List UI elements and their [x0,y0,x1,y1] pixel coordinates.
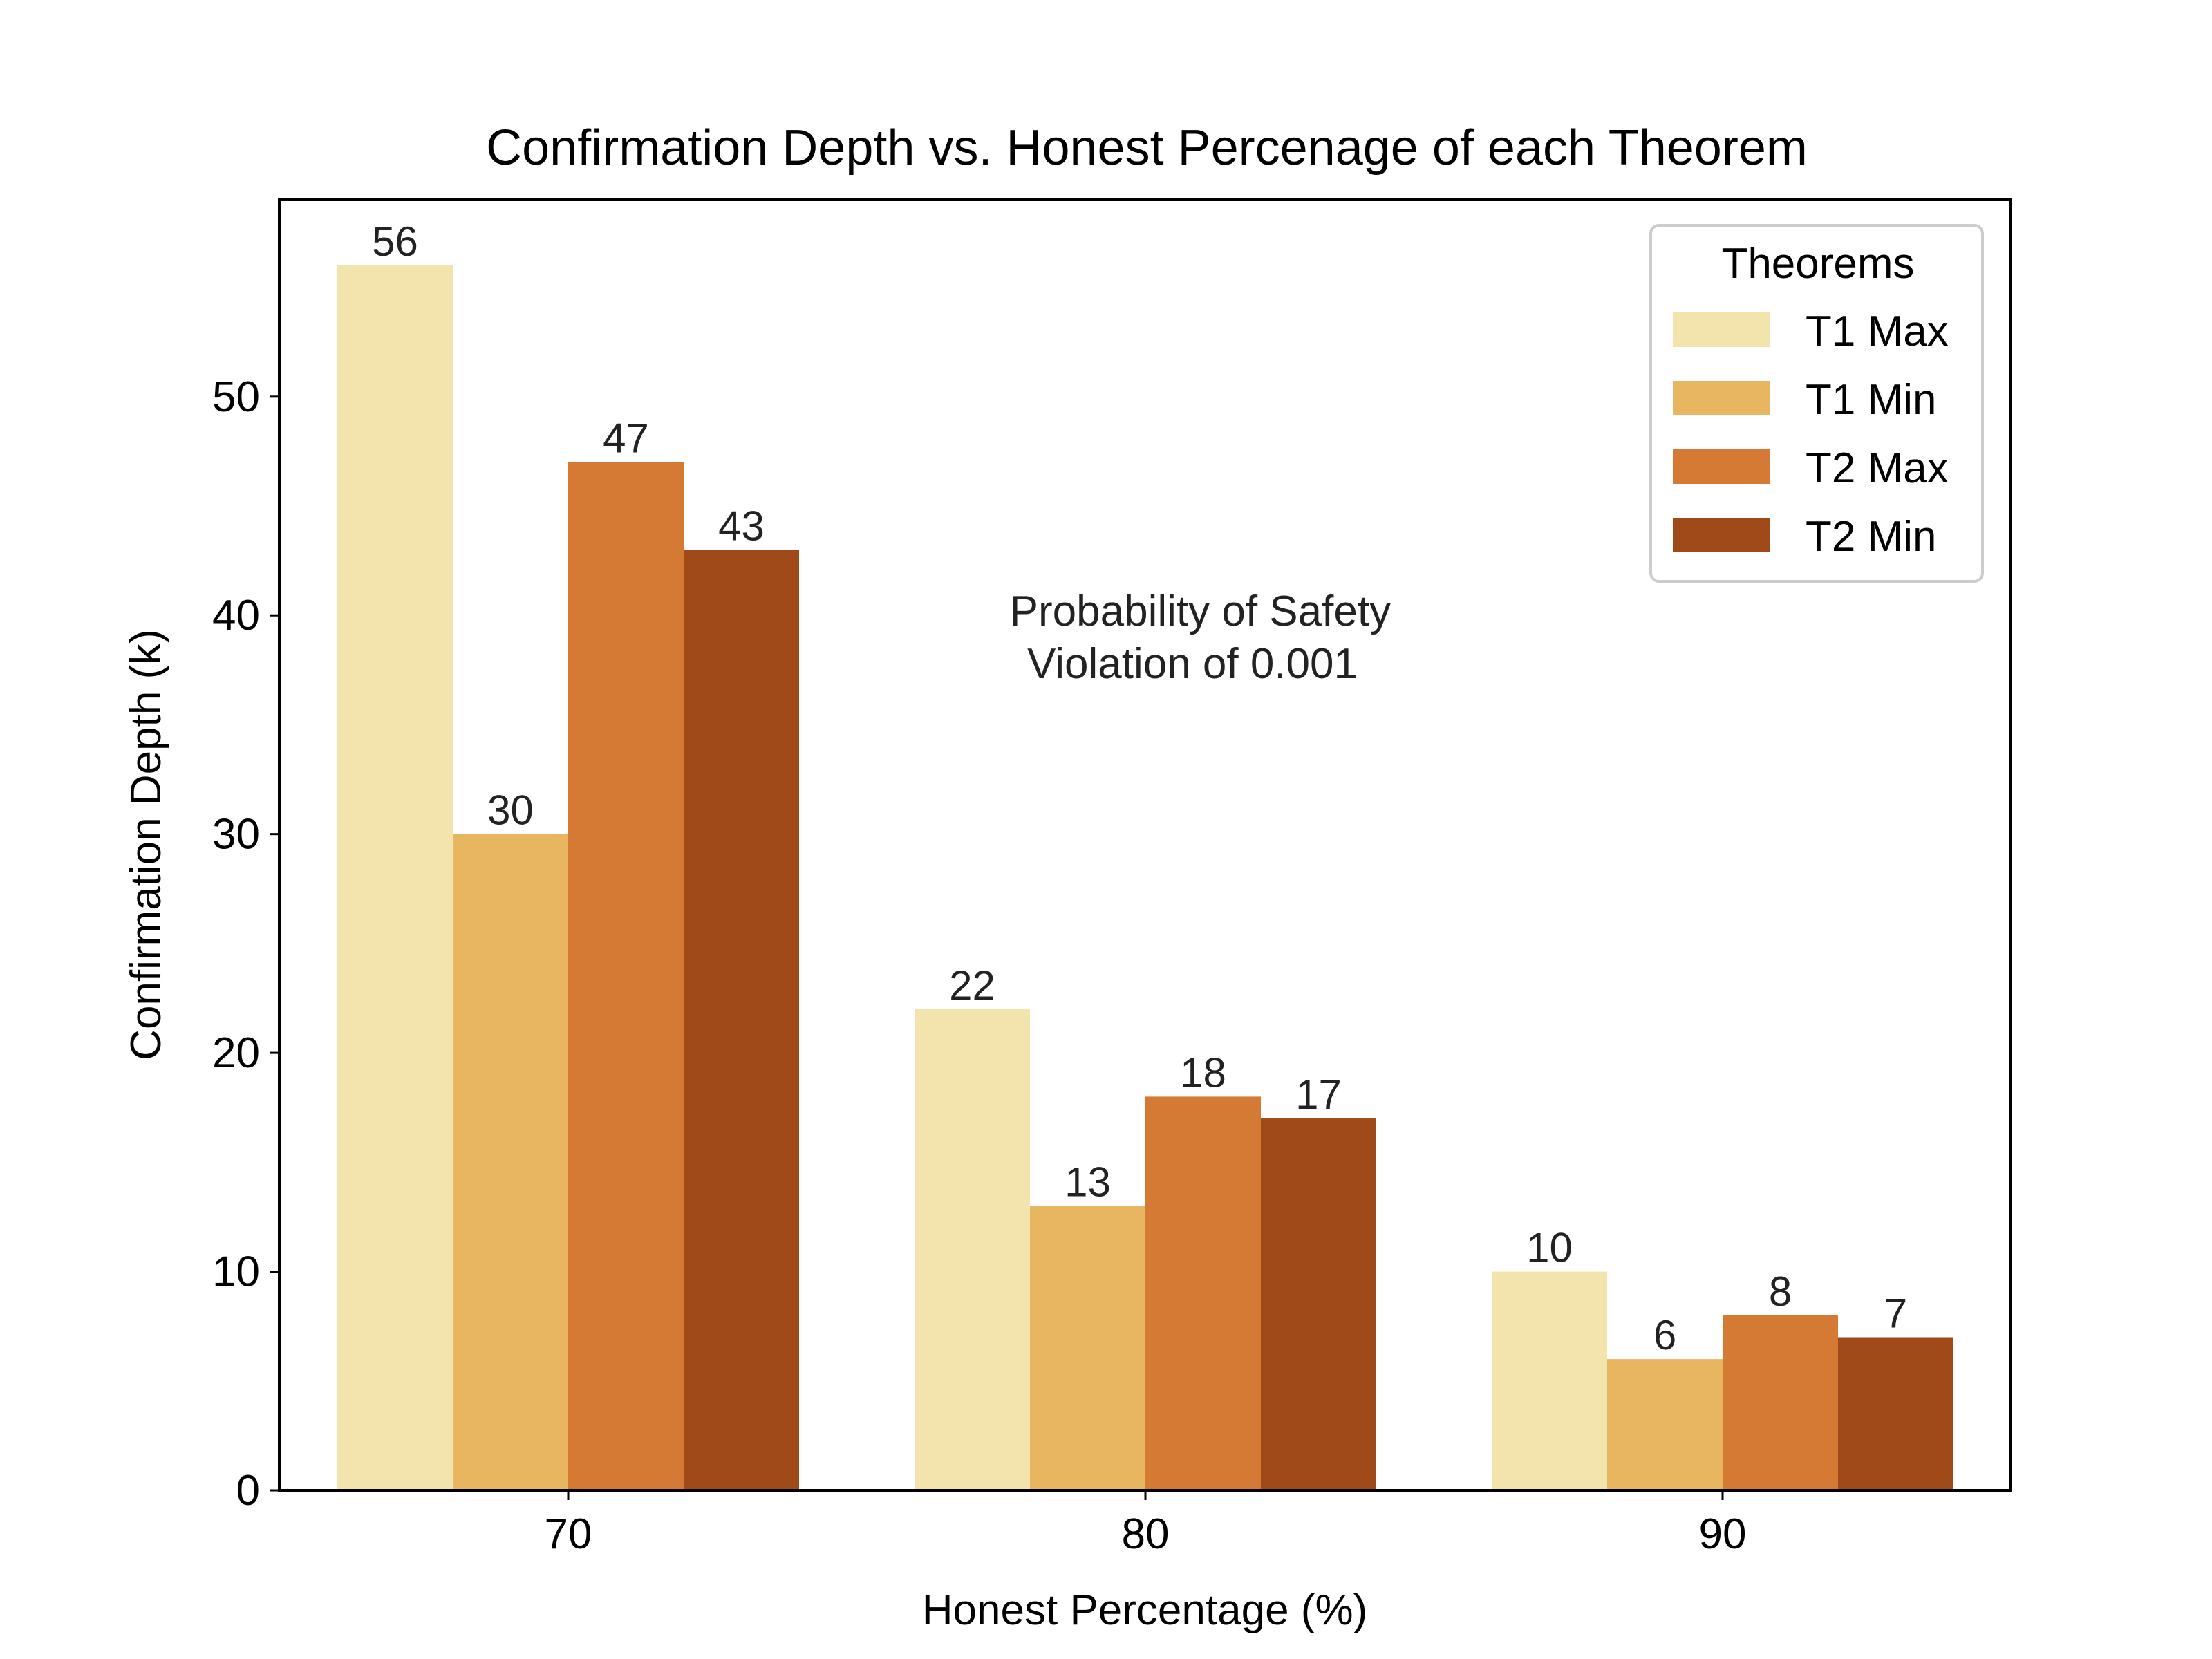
y-tick-label: 10 [212,1248,260,1296]
bar-t1-min-70 [453,834,568,1490]
bar-value-label: 6 [1653,1312,1676,1358]
bar-t1-min-90 [1607,1359,1723,1490]
bar-value-label: 13 [1065,1159,1111,1206]
y-axis: 0 10 20 30 40 50 [212,373,279,1515]
y-tick-label: 0 [236,1467,260,1515]
bar-value-label: 47 [603,415,649,462]
legend-swatch-t2-max [1673,449,1770,484]
legend-label: T2 Max [1806,444,1949,492]
legend-label: T1 Max [1806,308,1949,355]
bar-value-label: 56 [372,218,418,265]
legend-swatch-t1-min [1673,381,1770,415]
bar-t1-max-70 [337,265,453,1491]
bar-t2-max-70 [568,462,684,1491]
bars-group [337,265,1953,1491]
legend-label: T2 Min [1806,513,1936,561]
annotation-line-2: Violation of 0.001 [1027,640,1358,688]
bar-value-label: 7 [1884,1290,1907,1336]
bar-value-label: 18 [1180,1049,1226,1096]
bar-value-label: 8 [1769,1268,1792,1315]
legend-label: T1 Min [1806,376,1936,424]
legend-title: Theorems [1721,240,1914,288]
bar-t1-max-90 [1492,1271,1607,1490]
annotation-text: Probability of Safety Violation of 0.001 [1010,588,1403,688]
y-tick-label: 20 [212,1029,260,1077]
bar-t2-min-70 [684,550,799,1490]
x-tick-label: 80 [1122,1510,1170,1558]
chart-title: Confirmation Depth vs. Honest Percenage … [486,120,1808,176]
bar-value-label: 22 [949,962,995,1009]
annotation-line-1: Probability of Safety [1010,588,1391,635]
bar-value-label: 43 [718,503,765,549]
bar-value-label: 30 [487,787,534,834]
y-tick-label: 40 [212,592,260,639]
bar-value-label: 10 [1526,1225,1573,1271]
bar-t2-max-80 [1145,1096,1261,1490]
bar-t1-max-80 [915,1009,1030,1490]
bar-t2-min-90 [1838,1337,1953,1490]
y-tick-label: 30 [212,811,260,859]
bar-labels-group: 56 30 47 43 22 13 18 17 10 6 8 7 [372,218,1907,1358]
y-tick-label: 50 [212,373,260,421]
x-tick-label: 70 [545,1510,592,1558]
legend-swatch-t2-min [1673,518,1770,552]
bar-t2-min-80 [1261,1118,1376,1490]
bar-t1-min-80 [1030,1206,1145,1490]
bar-value-label: 17 [1295,1071,1342,1118]
x-axis: 70 80 90 [545,1490,1747,1558]
y-axis-label: Confirmation Depth (k) [122,629,170,1060]
x-axis-label: Honest Percentage (%) [922,1586,1367,1634]
legend-swatch-t1-max [1673,312,1770,347]
bar-t2-max-90 [1723,1315,1838,1490]
legend: Theorems T1 Max T1 Min T2 Max T2 Min [1649,224,1984,583]
x-tick-label: 90 [1699,1510,1747,1558]
